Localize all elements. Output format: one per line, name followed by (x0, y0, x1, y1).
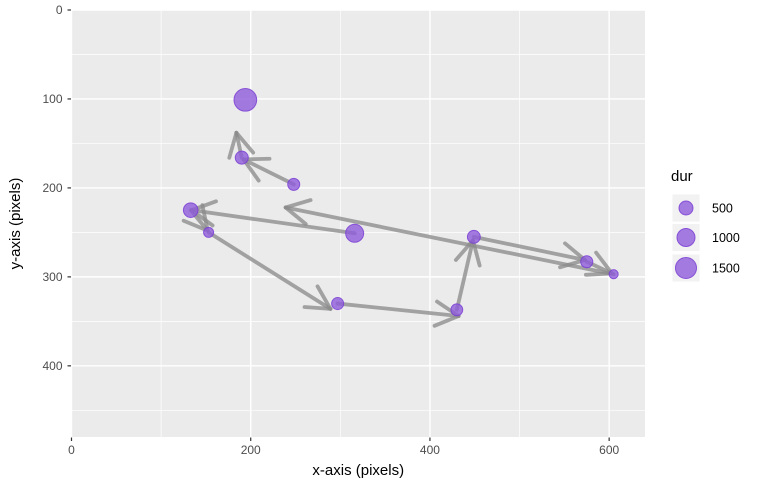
saccade-shaft (454, 238, 475, 312)
saccade-arrow (206, 230, 333, 311)
x-tick-label: 600 (599, 443, 619, 457)
arrowhead-barb (432, 314, 461, 328)
fixation-point (234, 150, 249, 165)
fixation-point (203, 226, 215, 238)
fixation-point (331, 297, 345, 311)
arrowhead-barb (200, 203, 210, 233)
fixation-point (580, 255, 594, 269)
arrowhead-barb (181, 218, 210, 233)
saccade-shaft (283, 205, 616, 277)
legend-key-circle (678, 200, 694, 216)
fixation-point (233, 88, 258, 112)
x-tick-label: 200 (241, 443, 261, 457)
legend-label: 1500 (712, 262, 740, 276)
arrowhead-barb (227, 130, 239, 160)
legend-key-circle (676, 227, 696, 248)
saccade-shaft (471, 234, 587, 262)
arrowhead-barb (234, 130, 256, 155)
saccade-shaft (206, 230, 333, 311)
y-axis-title: y-axis (pixels) (7, 178, 24, 270)
saccade-arrow (283, 198, 616, 277)
y-tick-label: 0 (56, 3, 63, 17)
legend-label: 1000 (712, 231, 740, 245)
arrowhead-barb (283, 198, 313, 210)
y-tick-label: 400 (42, 359, 62, 373)
y-tick-label: 200 (42, 181, 62, 195)
fixation-point (182, 202, 199, 218)
arrowhead-barb (315, 284, 333, 311)
legend-key-circle (674, 256, 698, 280)
arrowhead-barb (563, 241, 587, 262)
fixation-point (287, 177, 301, 191)
fixation-point (345, 223, 365, 243)
legend-title: dur (671, 168, 693, 185)
arrowhead-barb (594, 250, 614, 276)
legend: 500 1000 1500 (672, 194, 740, 282)
x-tick-label: 400 (420, 443, 440, 457)
saccade-shaft (241, 157, 296, 187)
saccade-shaft (189, 208, 357, 236)
arrowhead-barb (302, 305, 333, 311)
x-tick-label: 0 (68, 443, 75, 457)
fixation-point (450, 303, 464, 317)
fixation-point (466, 229, 481, 244)
arrowhead-barb (283, 205, 308, 226)
saccade-shaft (335, 301, 461, 318)
legend-label: 500 (712, 202, 733, 216)
y-tick-label: 300 (42, 270, 62, 284)
x-axis-title: x-axis (pixels) (312, 462, 404, 479)
y-tick-label: 100 (42, 92, 62, 106)
fixation-point (608, 269, 619, 280)
